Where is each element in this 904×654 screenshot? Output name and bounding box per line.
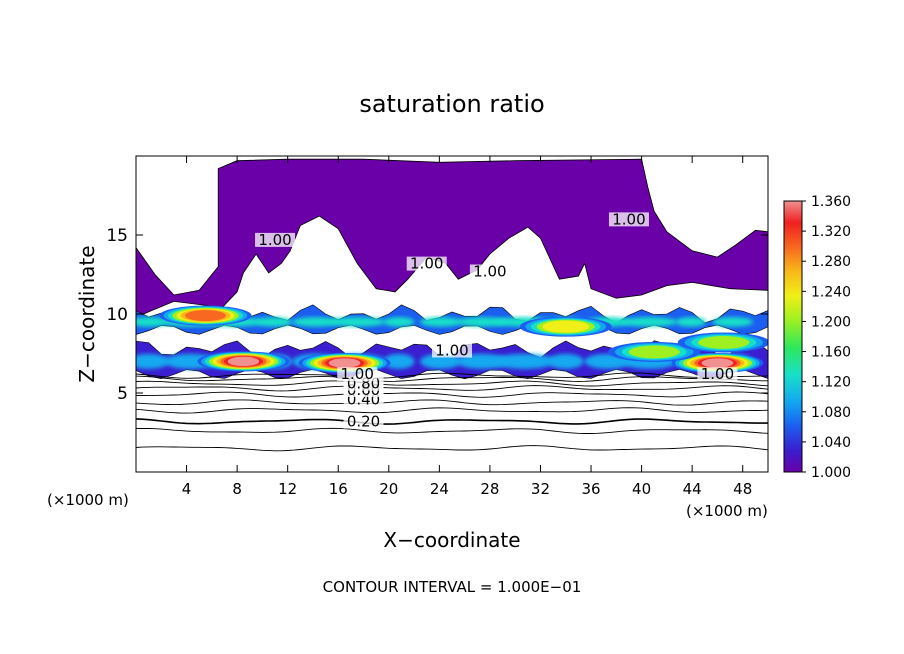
x-unit-right: (×1000 m) — [686, 502, 768, 520]
band-cell — [328, 317, 386, 327]
band-cell — [383, 317, 415, 327]
contour-interval-note: CONTOUR INTERVAL = 1.000E−01 — [323, 578, 582, 596]
x-tick-label: 8 — [232, 480, 242, 498]
contour-label: 1.00 — [435, 342, 468, 360]
band-cell — [136, 353, 170, 369]
x-tick-label: 16 — [329, 480, 348, 498]
peak-cell-ring — [711, 338, 736, 347]
colorbar-label: 1.360 — [811, 194, 851, 210]
chart-title: saturation ratio — [359, 90, 544, 118]
y-tick-label: 5 — [117, 384, 128, 404]
x-tick-label: 48 — [733, 480, 752, 498]
x-tick-label: 36 — [581, 480, 600, 498]
contour-line — [136, 445, 768, 452]
contour-lines — [136, 372, 768, 452]
contour-label-bg — [432, 343, 472, 358]
x-axis-ticks: 4 8 12 16 20 24 28 32 36 40 44 48 — [182, 156, 752, 498]
x-tick-label: 28 — [480, 480, 499, 498]
peak-cell-ring — [705, 358, 730, 367]
band-cell — [419, 353, 462, 369]
x-tick-label: 20 — [379, 480, 398, 498]
contour-line — [136, 418, 768, 425]
y-axis-ticks: 5 10 15 — [106, 226, 768, 404]
x-tick-label: 4 — [182, 480, 192, 498]
band-cell — [136, 317, 170, 327]
colorbar-label: 1.200 — [811, 314, 851, 330]
plot-area: 0.200.400.600.801.001.001.001.001.001.00… — [136, 158, 768, 452]
colorbar-label: 1.240 — [811, 284, 851, 300]
colorbar-label: 1.120 — [811, 375, 851, 391]
x-tick-label: 44 — [683, 480, 702, 498]
y-tick-label: 15 — [106, 226, 128, 246]
contour-label-bg — [697, 367, 738, 382]
colorbar-label: 1.040 — [811, 435, 851, 451]
band-cell — [292, 317, 339, 327]
colorbar-label: 1.320 — [811, 224, 851, 240]
band-cell — [621, 317, 678, 327]
contour-label-bg — [255, 232, 296, 247]
contour-label: 1.00 — [701, 365, 734, 383]
contour-label-bg — [343, 414, 384, 429]
contour-label-bg — [337, 367, 378, 382]
peak-cell-ring — [332, 358, 357, 367]
colorbar-labels: 1.360 1.320 1.280 1.240 1.200 1.160 1.120 1.080… — [802, 194, 851, 481]
contour-line — [136, 407, 768, 414]
contour-label: 1.00 — [410, 255, 443, 273]
peak-cell-ring — [642, 347, 667, 356]
peak-cell-ring — [231, 357, 256, 366]
x-tick-label: 24 — [430, 480, 449, 498]
band-cell — [712, 317, 753, 327]
colorbar-label: 1.080 — [811, 405, 851, 421]
x-unit-left: (×1000 m) — [47, 491, 129, 509]
band-cell — [419, 317, 462, 327]
contour-label: 1.00 — [473, 263, 506, 281]
peak-cell-ring — [553, 322, 578, 331]
x-tick-label: 40 — [632, 480, 651, 498]
contour-line — [136, 385, 768, 392]
contour-label: 0.20 — [347, 413, 380, 431]
contour-line — [136, 372, 768, 379]
contour-label-bg — [406, 256, 447, 271]
x-tick-label: 12 — [278, 480, 297, 498]
band-cell — [675, 317, 707, 327]
contour-labels: 0.200.400.600.801.001.001.001.001.001.00… — [255, 210, 738, 431]
contour-line — [136, 391, 768, 398]
contour-label-bg — [608, 212, 649, 227]
contour-line — [136, 375, 768, 382]
y-tick-label: 10 — [106, 305, 128, 325]
contour-label-bg — [469, 264, 510, 279]
band-cell — [456, 353, 509, 369]
contour-line — [136, 399, 768, 406]
x-axis-label: X−coordinate — [383, 528, 520, 552]
supersaturated-region-upper — [136, 158, 768, 326]
colorbar-label: 1.000 — [811, 465, 851, 481]
x-tick-label: 32 — [531, 480, 550, 498]
band-cell — [456, 317, 509, 327]
saturation-field — [136, 158, 768, 380]
contour-line — [136, 427, 768, 434]
band-cell — [547, 353, 584, 369]
band-cell — [383, 353, 415, 369]
colorbar-label: 1.160 — [811, 345, 851, 361]
contour-label: 1.00 — [612, 210, 645, 228]
colorbar-label: 1.280 — [811, 254, 851, 270]
band-cell — [493, 353, 555, 369]
contour-label: 1.00 — [340, 365, 373, 383]
peak-cell-ring — [193, 311, 218, 320]
colorbar — [783, 200, 803, 473]
y-axis-label: Z−coordinate — [75, 245, 99, 382]
band-cell — [255, 317, 293, 327]
contour-line — [136, 380, 768, 387]
contour-label: 1.00 — [258, 231, 291, 249]
